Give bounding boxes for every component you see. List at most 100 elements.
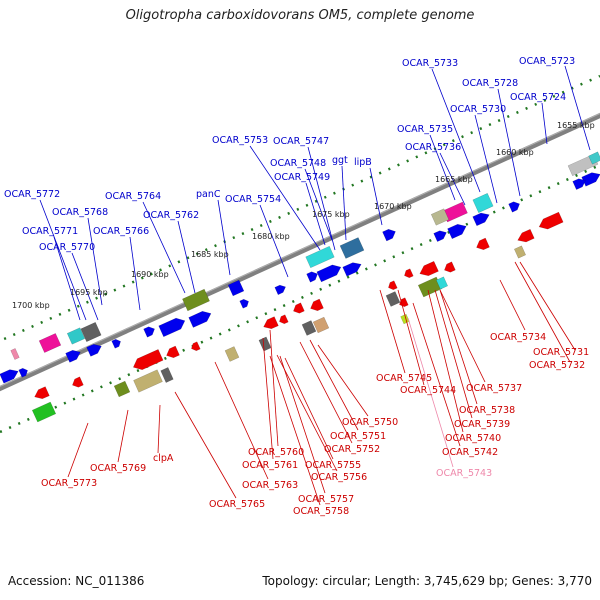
gene-feature	[224, 346, 240, 362]
forward-gene-arrow	[572, 178, 586, 190]
leader-line	[564, 65, 591, 151]
gene-label-ocar_5743: OCAR_5743	[436, 468, 492, 479]
gene-feature	[301, 320, 317, 336]
reverse-gene-arrow	[191, 341, 201, 352]
leader-line	[39, 199, 87, 321]
gene-feature	[31, 401, 57, 423]
gene-label-ocar_5748: OCAR_5748	[270, 158, 326, 169]
gene-label-panc: panC	[196, 189, 221, 200]
upper-scale-rail	[0, 74, 600, 343]
gene-feature	[133, 369, 163, 393]
gene-label-ocar_5744: OCAR_5744	[400, 385, 456, 396]
gene-label-ocar_5732: OCAR_5732	[529, 360, 585, 371]
gene-feature	[430, 208, 450, 226]
leader-line	[429, 134, 456, 201]
reverse-gene-arrow	[517, 228, 535, 243]
forward-gene-arrow	[433, 230, 447, 242]
reverse-gene-arrow	[132, 349, 164, 371]
leader-line	[439, 289, 486, 383]
leader-line	[514, 261, 571, 363]
gene-label-ocar_5738: OCAR_5738	[459, 405, 515, 416]
kbp-tick-label: 1700 kbp	[12, 301, 50, 310]
gene-label-ocar_5742: OCAR_5742	[442, 447, 498, 458]
forward-gene-arrow	[111, 338, 121, 349]
forward-gene-arrow	[188, 311, 212, 328]
leader-line	[427, 289, 464, 433]
kbp-tick-label: 1660 kbp	[496, 148, 534, 157]
reverse-gene-arrow	[476, 237, 490, 251]
gene-label-ocar_5734: OCAR_5734	[490, 332, 546, 343]
gene-label-clpa: clpA	[153, 453, 174, 464]
reverse-gene-arrow	[419, 260, 439, 277]
forward-gene-arrow	[86, 343, 102, 357]
leader-line	[174, 391, 237, 499]
leader-line	[369, 167, 383, 226]
gene-label-ocar_5728: OCAR_5728	[462, 78, 518, 89]
gene-label-ocar_5754: OCAR_5754	[225, 194, 281, 205]
leader-line	[431, 68, 481, 193]
gene-label-ocar_5758: OCAR_5758	[293, 506, 349, 517]
leader-line	[519, 261, 576, 351]
gene-label-ocar_5756: OCAR_5756	[311, 472, 367, 483]
forward-gene-arrow	[65, 349, 81, 363]
forward-gene-arrow	[143, 326, 155, 338]
forward-gene-arrow	[316, 264, 342, 283]
gene-feature	[305, 245, 335, 269]
leader-line	[317, 344, 369, 417]
leader-line	[276, 354, 338, 472]
leader-line	[157, 404, 161, 454]
leader-line	[497, 88, 521, 197]
kbp-tick-label: 1655 kbp	[557, 121, 595, 130]
kbp-tick-label: 1665 kbp	[435, 175, 473, 184]
topology-label: Topology: circular; Length: 3,745,629 bp…	[262, 574, 592, 588]
forward-gene-arrow	[274, 284, 286, 296]
forward-gene-arrow	[581, 172, 600, 187]
gene-label-ocar_5760: OCAR_5760	[248, 447, 304, 458]
genome-backbone-highlight	[0, 112, 600, 388]
gene-label-ocar_5768: OCAR_5768	[52, 207, 108, 218]
leader-line	[71, 252, 99, 321]
gene-label-ggt: ggt	[332, 155, 348, 166]
forward-gene-arrow	[0, 369, 19, 384]
forward-gene-arrow	[306, 271, 318, 283]
leader-line	[305, 182, 326, 246]
leader-line	[67, 422, 89, 478]
leader-line	[279, 355, 326, 494]
forward-gene-arrow	[239, 298, 249, 309]
kbp-tick-label: 1685 kbp	[191, 250, 229, 259]
gene-label-ocar_5763: OCAR_5763	[242, 480, 298, 491]
gene-feature	[160, 367, 174, 383]
leader-line	[53, 236, 81, 321]
gene-label-ocar_5771: OCAR_5771	[22, 226, 78, 237]
gene-feature	[385, 291, 401, 307]
reverse-gene-arrow	[34, 386, 50, 400]
leader-line	[379, 289, 406, 374]
leader-line	[177, 220, 196, 294]
reverse-gene-arrow	[538, 211, 564, 230]
gene-label-ocar_5770: OCAR_5770	[39, 242, 95, 253]
leader-line	[474, 114, 498, 204]
gene-feature	[182, 288, 210, 312]
kbp-tick-label: 1670 kbp	[374, 202, 412, 211]
gene-label-ocar_5765: OCAR_5765	[209, 499, 265, 510]
forward-gene-arrow	[382, 228, 396, 242]
gene-feature	[513, 245, 527, 259]
gene-label-ocar_5772: OCAR_5772	[4, 189, 60, 200]
leader-line	[87, 217, 103, 306]
gene-label-ocar_5755: OCAR_5755	[305, 460, 361, 471]
leader-line	[434, 289, 473, 419]
gene-feature	[588, 151, 600, 165]
kbp-tick-label: 1690 kbp	[131, 270, 169, 279]
reverse-gene-arrow	[72, 376, 84, 388]
reverse-gene-arrow	[444, 261, 456, 273]
leader-line	[299, 341, 353, 444]
gene-label-ocar_5723: OCAR_5723	[519, 56, 575, 67]
reverse-gene-arrow	[404, 268, 414, 279]
leader-line	[129, 236, 141, 311]
leader-line	[249, 145, 321, 251]
leader-line	[439, 152, 466, 206]
leader-line	[412, 302, 461, 447]
leader-line	[304, 168, 333, 241]
gene-label-ocar_5737: OCAR_5737	[466, 383, 522, 394]
